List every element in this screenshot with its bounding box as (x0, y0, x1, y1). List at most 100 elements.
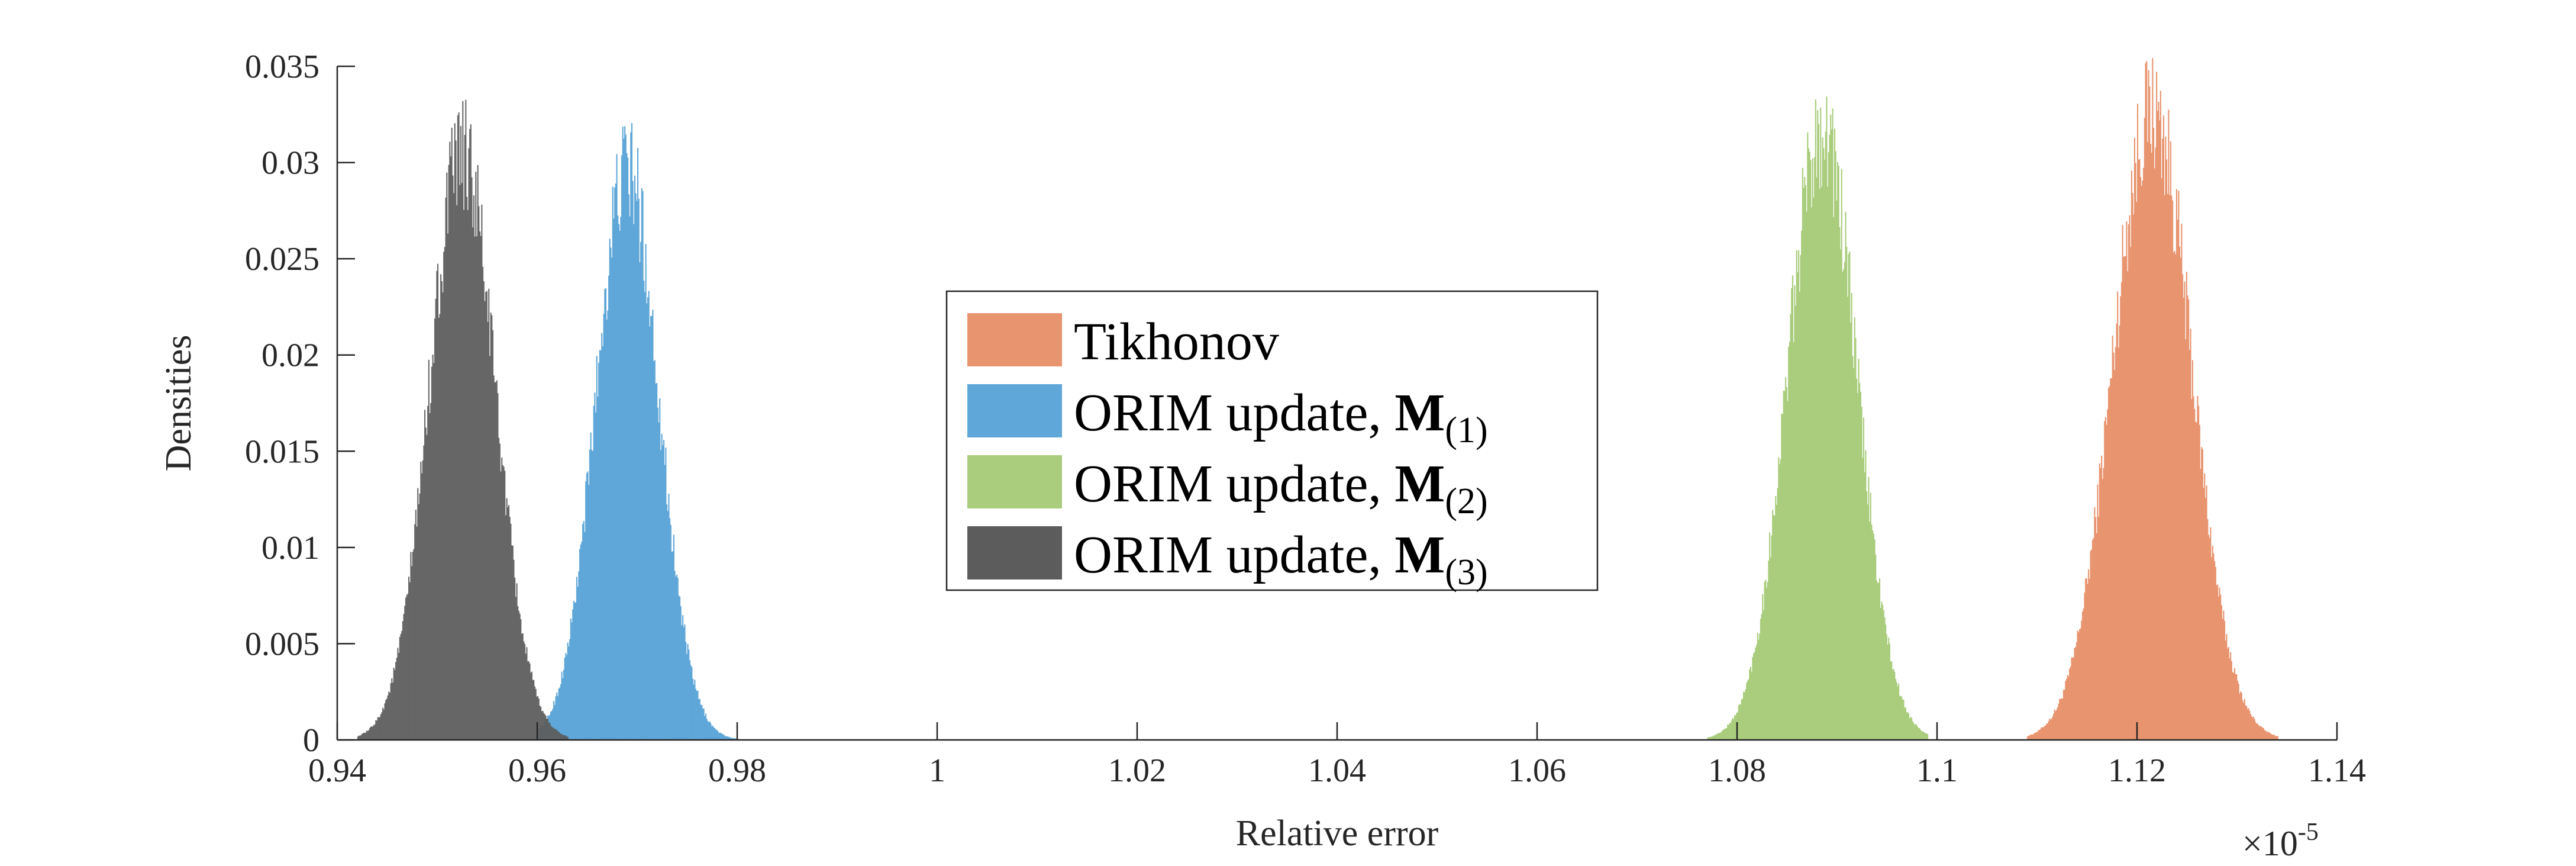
histogram-bar (458, 112, 460, 740)
histogram-bar (548, 722, 550, 740)
histogram-bar (557, 696, 559, 740)
histogram-bar (1764, 582, 1765, 740)
histogram-bar (691, 667, 693, 740)
histogram-bar (2180, 257, 2181, 740)
histogram-bar (382, 707, 384, 740)
histogram-bar (435, 298, 437, 740)
histogram-bar (644, 292, 645, 740)
histogram-bar (2074, 648, 2075, 740)
histogram-bar (2104, 417, 2107, 740)
x-tick-label: 1.04 (1308, 752, 1366, 789)
histogram-bar (430, 403, 432, 740)
histogram-bar (454, 123, 456, 741)
histogram-bar (2122, 225, 2123, 740)
histogram-bar (717, 730, 719, 740)
histogram-bar (598, 362, 600, 740)
legend-label-subscript: (3) (1445, 552, 1487, 593)
histogram-bar (1826, 96, 1828, 741)
histogram-bar (1712, 736, 1713, 740)
histogram-bar (2188, 299, 2190, 741)
histogram-bar (403, 614, 405, 740)
histogram-bar (2228, 647, 2229, 740)
histogram-bar (1815, 99, 1816, 740)
histogram-bar (1853, 368, 1855, 740)
histogram-bar (634, 175, 636, 741)
histogram-bar (1878, 578, 1881, 740)
histogram-bar (2062, 690, 2065, 740)
histogram-bar (556, 730, 558, 740)
legend-item-4: ORIM update, M(3) (967, 526, 1488, 593)
x-tick-label: 1.1 (1916, 752, 1958, 789)
histogram-bar (637, 147, 639, 740)
histogram-bar (361, 734, 363, 740)
histogram-bar (1718, 733, 1719, 740)
histogram-bar (2094, 507, 2096, 740)
histogram-bar (1720, 731, 1723, 740)
histogram-bar (559, 687, 561, 740)
histogram-bar (1926, 733, 1928, 740)
histogram-bar (552, 727, 554, 740)
x-axis-exponent: ×10-5 (2242, 819, 2319, 863)
histogram-bar (701, 705, 703, 740)
histogram-bar (656, 383, 658, 740)
histogram-bar (479, 231, 481, 740)
histogram-bar (667, 511, 669, 740)
histogram-bar (2149, 86, 2151, 741)
histogram-bar (436, 271, 438, 741)
histogram-bar (683, 627, 685, 740)
histogram-bar (362, 733, 364, 740)
histogram-bar (1760, 619, 1761, 740)
histogram-bar (1920, 731, 1923, 740)
histogram-bar (364, 733, 366, 740)
histogram-bar (1889, 643, 1890, 740)
histogram-bar (372, 726, 374, 740)
histogram-bar (1742, 698, 1744, 740)
histogram-bar (2143, 168, 2145, 740)
histogram-bar (2242, 700, 2243, 740)
histogram-bar (1735, 715, 1736, 740)
histogram-bar (2259, 726, 2261, 740)
histogram-bar (532, 680, 534, 740)
histogram-bar (1825, 131, 1826, 741)
histogram-bar (664, 465, 666, 740)
histogram-bar (641, 188, 643, 740)
histogram-bar (2095, 517, 2097, 740)
histogram-bar (1801, 230, 1803, 740)
histogram-bar (2136, 202, 2138, 741)
histogram-bar (441, 281, 443, 740)
histogram-bar (2084, 593, 2086, 740)
histogram-bar (531, 671, 532, 740)
legend-swatch (967, 384, 1062, 437)
histogram-bar (2267, 731, 2268, 740)
histogram-bar (709, 721, 711, 740)
histogram-bar (2035, 733, 2036, 740)
legend-label-matrix: M (1394, 526, 1445, 584)
histogram-bar (1893, 669, 1894, 740)
histogram-bar (1901, 696, 1903, 740)
histogram-bar (559, 733, 561, 740)
histogram-bar (459, 185, 461, 740)
histogram-bar (516, 583, 518, 740)
histogram-bar (2165, 136, 2167, 741)
histogram-bar (1778, 457, 1780, 740)
histogram-bar (2223, 610, 2225, 740)
histogram-bar (622, 126, 624, 740)
histogram-bar (417, 488, 419, 740)
histogram-bar (1784, 391, 1786, 740)
histogram-bar (2194, 408, 2196, 740)
histogram-bar (504, 471, 506, 740)
y-tick-label: 0.01 (262, 530, 319, 566)
histogram-bar (621, 155, 623, 740)
histogram-bar (2037, 732, 2039, 740)
histogram-bar (714, 727, 716, 740)
y-tick-label: 0 (303, 722, 319, 759)
histogram-bar (677, 578, 679, 740)
histogram-bar (1789, 342, 1790, 740)
histogram-bar (447, 233, 448, 741)
histogram-bar (1862, 458, 1864, 740)
histogram-bar (405, 597, 407, 740)
histogram-bar (2031, 734, 2032, 740)
histogram-bar (2114, 370, 2116, 740)
histogram-bar (512, 545, 514, 740)
histogram-bar (623, 139, 625, 741)
